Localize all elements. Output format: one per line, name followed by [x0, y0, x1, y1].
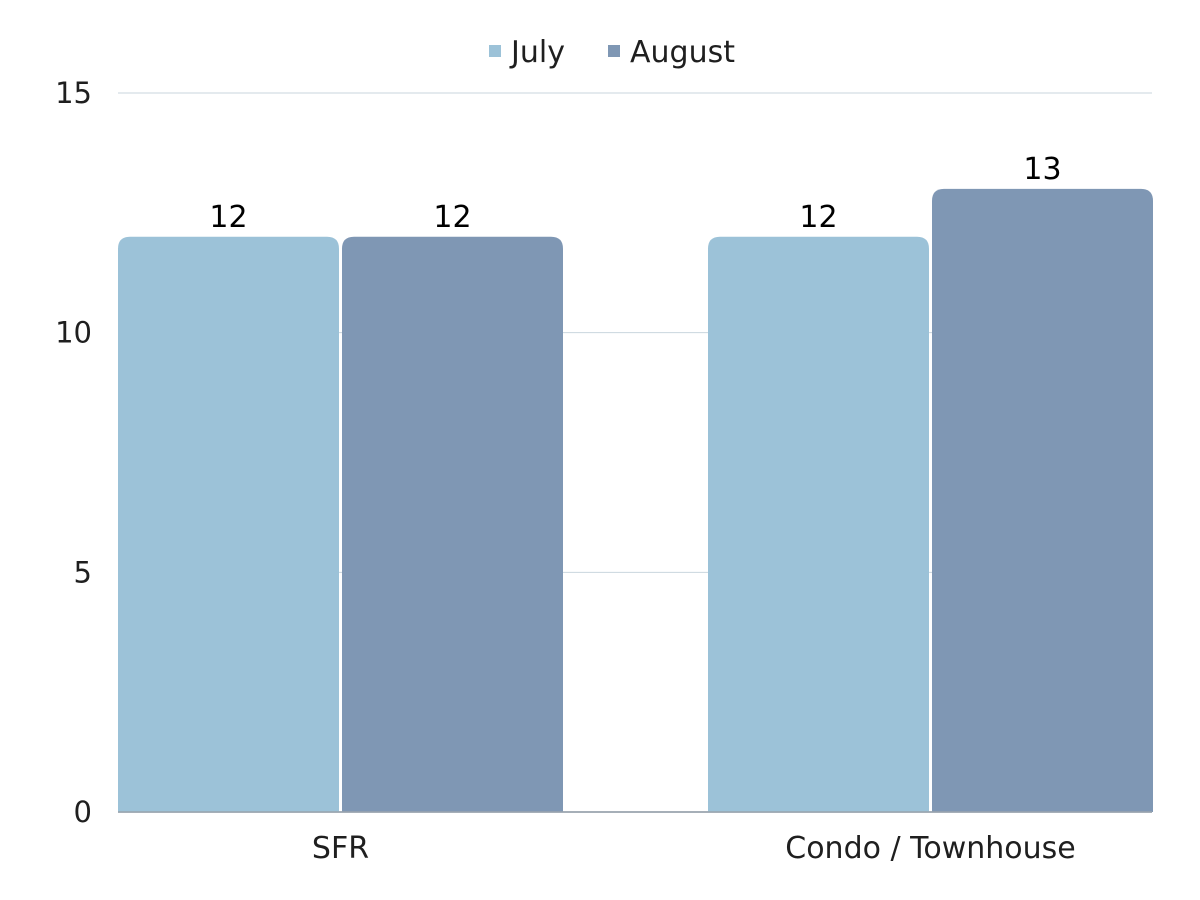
data-label: 12	[433, 200, 471, 235]
x-category-label: SFR	[312, 831, 369, 866]
legend-swatch-july	[489, 45, 501, 57]
legend: July August	[489, 35, 735, 70]
data-label: 12	[799, 200, 837, 235]
legend-label-august: August	[630, 35, 735, 70]
x-category-label: Condo / Townhouse	[785, 831, 1076, 866]
legend-label-july: July	[509, 35, 565, 70]
data-label: 12	[209, 200, 247, 235]
bars	[118, 188, 1153, 813]
bar-august-1	[932, 188, 1153, 812]
bar-july-1	[708, 236, 929, 813]
y-tick-label: 5	[74, 555, 92, 589]
bar-july-0	[118, 236, 339, 813]
data-label: 13	[1023, 152, 1061, 187]
y-tick-label: 10	[55, 316, 92, 350]
data-labels: 12 12 12 13	[209, 152, 1061, 235]
y-tick-label: 0	[74, 795, 92, 829]
y-tick-label: 15	[55, 76, 92, 110]
bar-august-0	[342, 236, 563, 813]
legend-swatch-august	[608, 45, 620, 57]
axes: 0 5 10 15 SFR Condo / Townhouse	[55, 76, 1152, 866]
